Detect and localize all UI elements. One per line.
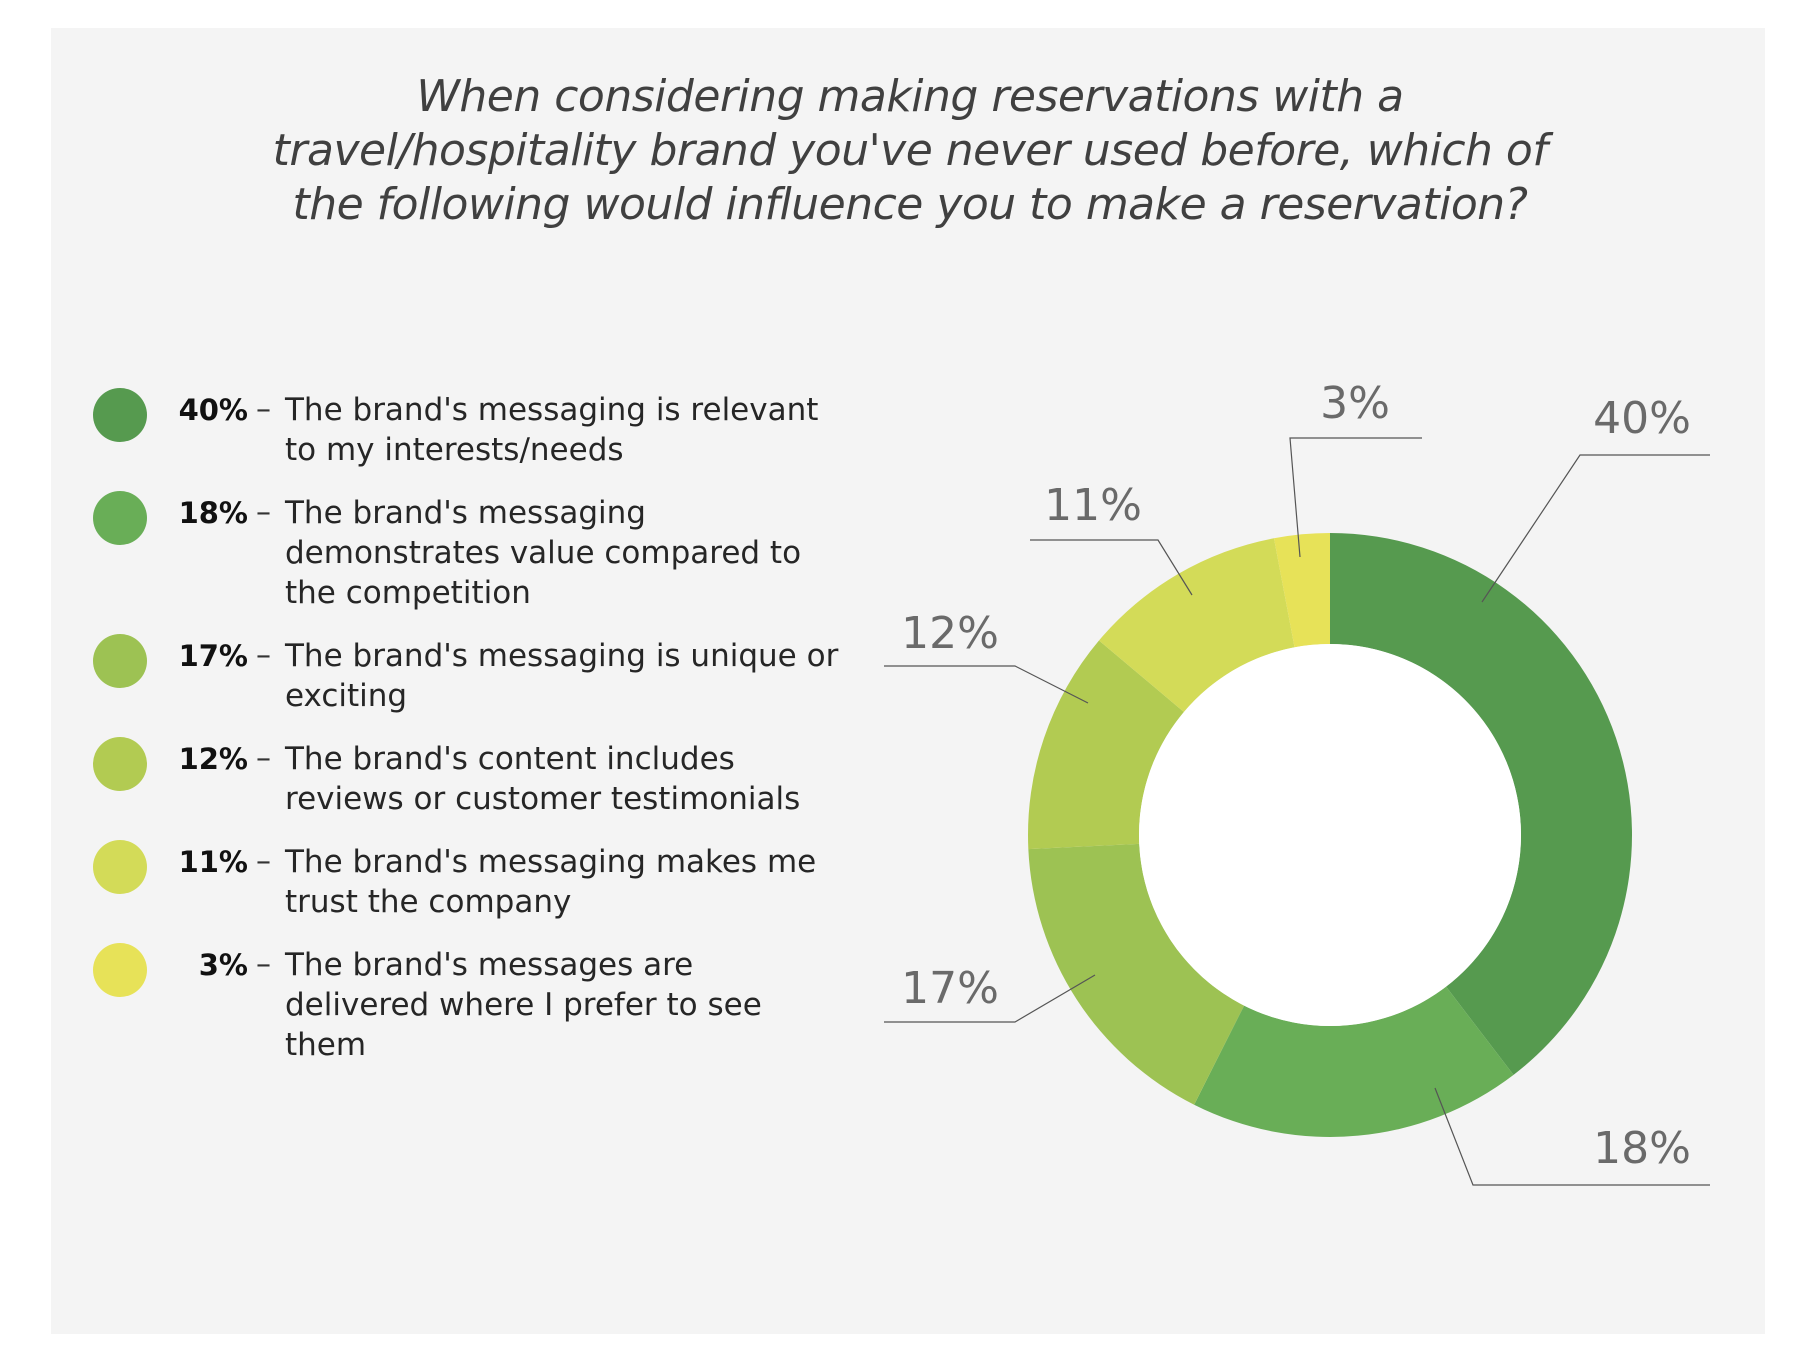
legend-item: 11% – The brand's messaging makes me tru… [93,840,853,990]
legend-label: The brand's messaging is relevant to my … [285,392,819,468]
legend-label: The brand's messages are delivered where… [285,947,762,1063]
callout-line [884,665,1089,704]
data-label: 12% [901,608,999,659]
legend-item: 17% – The brand's messaging is unique or… [93,634,853,784]
chart-title: When considering making reservations wit… [272,71,1548,230]
callout-line [884,974,1096,1023]
donut-slice [1194,986,1514,1137]
donut-slice [1273,533,1330,648]
data-label: 11% [1044,480,1142,531]
legend-percent: 11% [178,845,248,879]
legend-percent: 17% [178,639,248,673]
data-label: 18% [1593,1123,1691,1174]
data-label: 17% [901,963,999,1014]
callout-line [1481,454,1710,603]
legend-swatch [93,737,147,791]
legend-label: The brand's messaging is unique or excit… [285,638,839,714]
legend-swatch [93,634,147,688]
legend-swatch [93,840,147,894]
legend-label: The brand's messaging demonstrates value… [285,495,802,611]
legend-label: The brand's messaging makes me trust the… [285,844,817,920]
legend-dash: – [256,495,271,530]
donut-hole [1139,644,1521,1026]
donut-slice [1028,843,1245,1105]
data-label: 3% [1320,378,1390,429]
legend-dash: – [256,638,271,673]
legend-percent: 3% [198,948,248,982]
callout-line [1289,437,1422,558]
callout-line [1434,1087,1710,1186]
legend-dash: – [256,947,271,982]
legend-swatch [93,943,147,997]
legend-dash: – [256,741,271,776]
legend-swatch [93,388,147,442]
legend-dash: – [256,844,271,879]
legend-label: The brand's content includes reviews or … [285,741,801,817]
legend-percent: 12% [178,742,248,776]
donut-slice [1098,538,1295,712]
legend-item: 18% – The brand's messaging demonstrates… [93,491,853,641]
legend-dash: – [256,392,271,427]
callout-line [1030,539,1193,596]
legend-swatch [93,491,147,545]
legend-percent: 40% [178,393,248,427]
legend-item: 12% – The brand's content includes revie… [93,737,853,887]
legend-percent: 18% [178,496,248,530]
legend-item: 40% – The brand's messaging is relevant … [93,388,853,538]
donut-slice [1330,533,1633,1075]
data-label: 40% [1593,393,1691,444]
legend-item: 3% – The brand's messages are delivered … [93,943,853,1093]
